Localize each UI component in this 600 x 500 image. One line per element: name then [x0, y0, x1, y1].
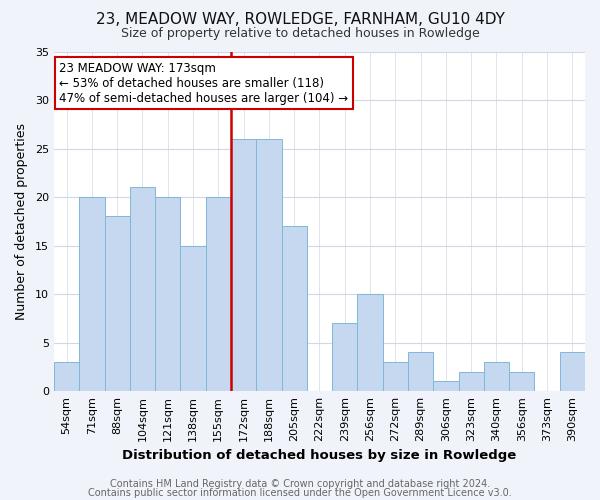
- Bar: [206, 197, 231, 391]
- Bar: [256, 139, 281, 391]
- Text: Size of property relative to detached houses in Rowledge: Size of property relative to detached ho…: [121, 28, 479, 40]
- Bar: [155, 197, 181, 391]
- Bar: [79, 197, 104, 391]
- Text: 23 MEADOW WAY: 173sqm
← 53% of detached houses are smaller (118)
47% of semi-det: 23 MEADOW WAY: 173sqm ← 53% of detached …: [59, 62, 349, 104]
- Bar: [332, 323, 358, 391]
- Bar: [231, 139, 256, 391]
- Bar: [408, 352, 433, 391]
- Text: 23, MEADOW WAY, ROWLEDGE, FARNHAM, GU10 4DY: 23, MEADOW WAY, ROWLEDGE, FARNHAM, GU10 …: [95, 12, 505, 28]
- Bar: [383, 362, 408, 391]
- Bar: [484, 362, 509, 391]
- X-axis label: Distribution of detached houses by size in Rowledge: Distribution of detached houses by size …: [122, 450, 517, 462]
- Y-axis label: Number of detached properties: Number of detached properties: [15, 123, 28, 320]
- Bar: [181, 246, 206, 391]
- Bar: [130, 188, 155, 391]
- Bar: [54, 362, 79, 391]
- Bar: [458, 372, 484, 391]
- Text: Contains HM Land Registry data © Crown copyright and database right 2024.: Contains HM Land Registry data © Crown c…: [110, 479, 490, 489]
- Bar: [281, 226, 307, 391]
- Bar: [104, 216, 130, 391]
- Bar: [433, 382, 458, 391]
- Bar: [358, 294, 383, 391]
- Bar: [560, 352, 585, 391]
- Text: Contains public sector information licensed under the Open Government Licence v3: Contains public sector information licen…: [88, 488, 512, 498]
- Bar: [509, 372, 535, 391]
